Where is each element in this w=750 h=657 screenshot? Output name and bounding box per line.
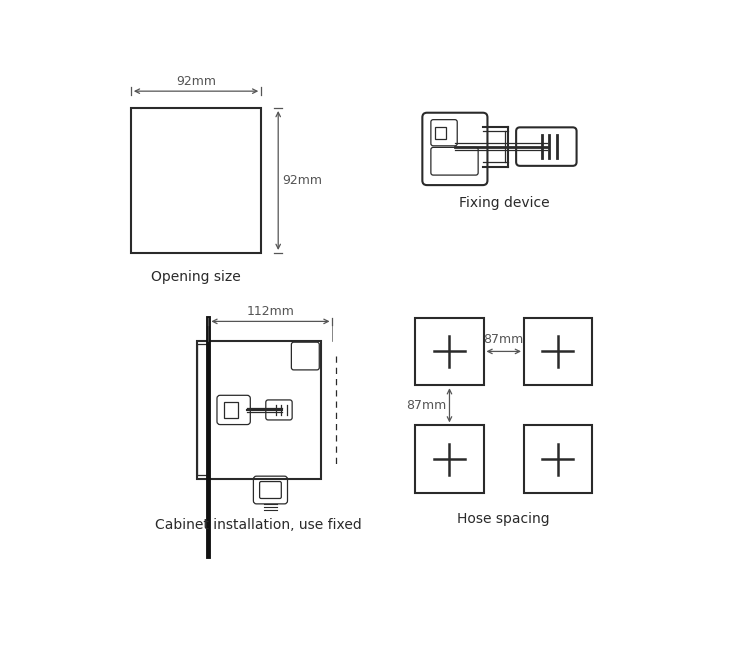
Text: 92mm: 92mm	[282, 174, 322, 187]
Bar	[131, 108, 261, 253]
Bar	[224, 402, 238, 418]
Bar	[196, 344, 208, 476]
Text: 92mm: 92mm	[176, 75, 216, 88]
Bar	[435, 127, 445, 139]
Bar	[524, 425, 592, 493]
Text: 112mm: 112mm	[247, 306, 295, 318]
Text: 87mm: 87mm	[406, 399, 446, 412]
Bar	[416, 317, 484, 385]
Text: 87mm: 87mm	[484, 333, 524, 346]
Text: Fixing device: Fixing device	[459, 196, 550, 210]
Bar	[196, 340, 321, 479]
Bar	[416, 425, 484, 493]
Bar	[524, 317, 592, 385]
Text: Hose spacing: Hose spacing	[458, 512, 550, 526]
Text: Opening size: Opening size	[152, 270, 241, 284]
Text: Cabinet installation, use fixed: Cabinet installation, use fixed	[155, 518, 362, 532]
